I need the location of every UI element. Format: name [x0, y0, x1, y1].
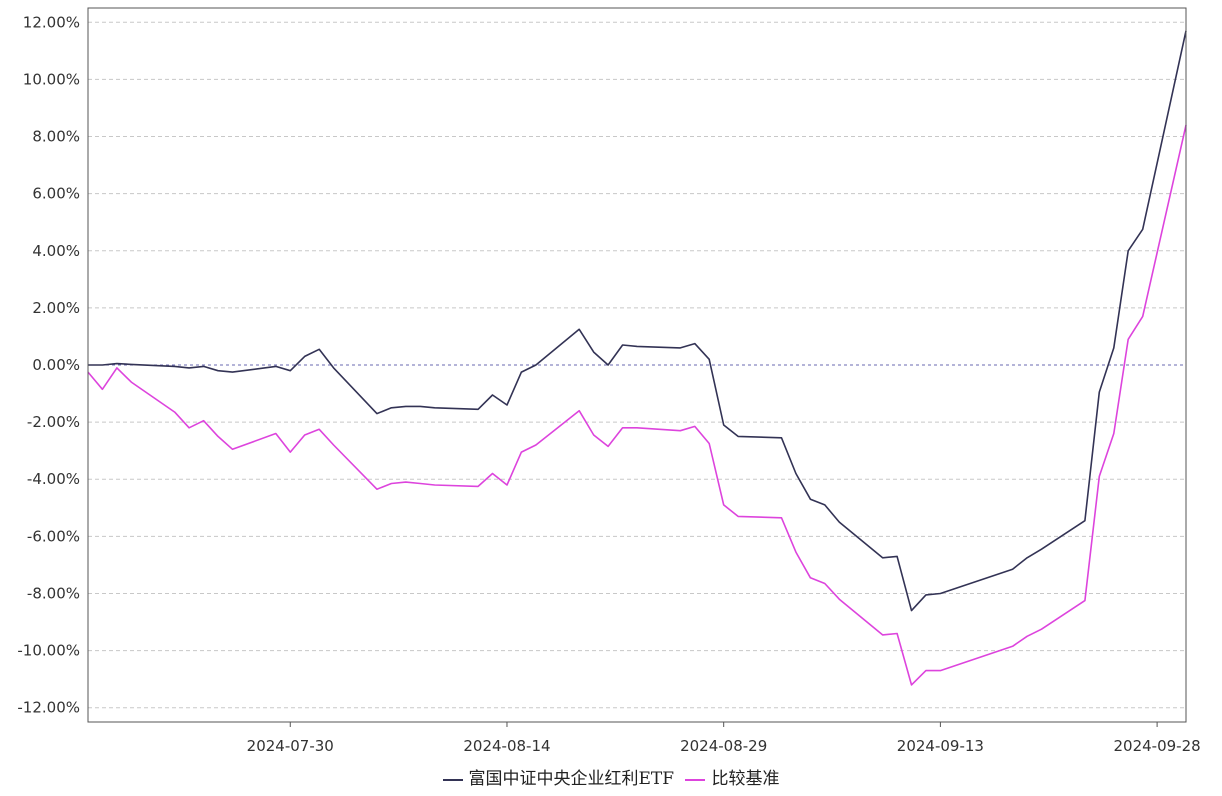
grid-layer — [88, 21, 1186, 709]
x-tick-label: 2024-08-14 — [463, 737, 550, 755]
legend-item-benchmark: 比较基准 — [685, 764, 779, 789]
y-tick-label: 0.00% — [32, 356, 80, 374]
x-axis: 2024-07-30 2024-08-14 2024-08-29 2024-09-13… — [247, 722, 1201, 755]
plot-frame — [87, 7, 1187, 723]
series-line-fund — [88, 30, 1187, 612]
y-tick-label: -4.00% — [27, 470, 80, 488]
y-tick-label: 2.00% — [32, 299, 80, 317]
legend-swatch-fund — [442, 778, 463, 781]
y-tick-label: -6.00% — [27, 527, 80, 545]
y-tick-label: 12.00% — [23, 13, 80, 31]
y-tick-label: -12.00% — [17, 699, 80, 717]
y-tick-label: 8.00% — [32, 128, 80, 146]
y-tick-label: 6.00% — [32, 185, 80, 203]
y-tick-label: 4.00% — [32, 242, 80, 260]
series-line-benchmark — [87, 124, 1187, 686]
y-tick-label: 10.00% — [23, 70, 80, 88]
x-tick-label: 2024-09-13 — [897, 737, 984, 755]
x-tick-label: 2024-07-30 — [247, 737, 334, 755]
legend-swatch-benchmark — [685, 778, 706, 781]
y-tick-label: -8.00% — [27, 584, 80, 602]
legend-label-benchmark: 比较基准 — [711, 769, 780, 789]
x-tick-label: 2024-09-28 — [1114, 737, 1201, 755]
line-chart: 12.00% 10.00% 8.00% 6.00% 4.00% 2.00% 0.00% -2.… — [17, 7, 1201, 755]
series-layer — [87, 30, 1187, 686]
legend: 富国中证中央企业红利ETF 比较基准 — [0, 764, 1222, 789]
y-tick-label: -2.00% — [27, 413, 80, 431]
y-axis: 12.00% 10.00% 8.00% 6.00% 4.00% 2.00% 0.00% -2.… — [17, 13, 80, 716]
legend-item-fund: 富国中证中央企业红利ETF — [442, 764, 675, 789]
y-tick-label: -10.00% — [17, 642, 80, 660]
x-tick-label: 2024-08-29 — [680, 737, 767, 755]
legend-label-fund: 富国中证中央企业红利ETF — [468, 769, 675, 789]
